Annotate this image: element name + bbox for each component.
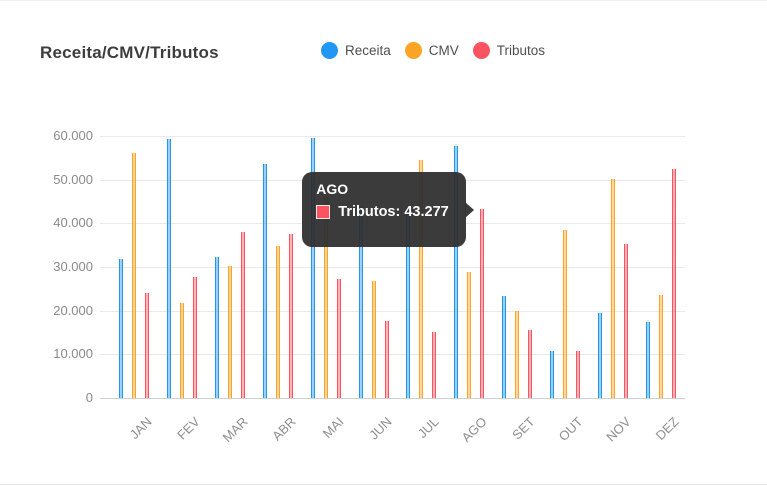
x-axis-label: ABR	[268, 414, 299, 444]
legend-label: Tributos	[496, 43, 546, 58]
x-axis-label: JUL	[415, 414, 442, 441]
bar-cmv-ago[interactable]	[467, 271, 472, 398]
tooltip: AGO Tributos: 43.277	[302, 172, 475, 248]
bar-cmv-mar[interactable]	[227, 265, 232, 398]
y-axis-label: 20.000	[53, 302, 93, 318]
receita-dot-icon	[321, 42, 338, 59]
bar-cmv-set[interactable]	[515, 310, 520, 398]
bar-tributos-nov[interactable]	[624, 244, 628, 398]
x-axis-label: OUT	[555, 414, 586, 445]
x-axis-label: JAN	[126, 414, 155, 442]
bar-receita-mai[interactable]	[310, 137, 315, 398]
bar-cmv-dez[interactable]	[658, 295, 663, 398]
gridline	[100, 310, 685, 312]
x-axis-label: SET	[509, 414, 538, 443]
y-axis-label: 0	[85, 390, 93, 405]
bar-tributos-mai[interactable]	[336, 278, 341, 398]
bar-tributos-abr[interactable]	[288, 234, 293, 398]
tooltip-caret-icon	[465, 201, 475, 218]
tooltip-row: Tributos: 43.277	[316, 204, 452, 220]
bar-tributos-jun[interactable]	[384, 321, 389, 398]
bar-cmv-jun[interactable]	[371, 280, 376, 398]
y-axis-label: 10.000	[53, 346, 93, 362]
bar-tributos-mar[interactable]	[240, 231, 245, 398]
bar-tributos-jul[interactable]	[432, 331, 437, 398]
bar-tributos-fev[interactable]	[192, 277, 197, 398]
x-axis-label: MAI	[319, 414, 347, 441]
y-axis-label: 30.000	[53, 259, 93, 274]
bar-cmv-out[interactable]	[563, 229, 568, 398]
tooltip-label: Tributos: 43.277	[338, 204, 449, 221]
tooltip-title: AGO	[316, 181, 349, 198]
x-axis-label: JUN	[365, 414, 395, 443]
x-axis-label: DEZ	[652, 414, 682, 443]
legend-item-receita[interactable]: Receita	[321, 42, 391, 59]
y-axis-label: 40.000	[53, 215, 93, 231]
x-axis-label: MAR	[219, 414, 251, 446]
bar-tributos-jan[interactable]	[145, 292, 149, 398]
bar-receita-abr[interactable]	[262, 164, 267, 398]
bar-receita-jun[interactable]	[358, 205, 363, 398]
bar-cmv-fev[interactable]	[179, 303, 184, 398]
x-axis-label: AGO	[458, 414, 490, 446]
bar-tributos-set[interactable]	[528, 330, 533, 398]
bar-receita-mar[interactable]	[214, 256, 219, 398]
tooltip-color-box-icon	[316, 205, 331, 220]
legend-label: Receita	[345, 43, 391, 58]
legend-label: CMV	[428, 43, 459, 58]
gridline	[100, 136, 685, 137]
bar-receita-fev[interactable]	[166, 139, 171, 398]
bar-receita-nov[interactable]	[598, 313, 602, 398]
legend: Receita CMV Tributos	[321, 42, 545, 59]
bar-cmv-mai[interactable]	[323, 197, 328, 398]
bar-cmv-jan[interactable]	[132, 153, 136, 398]
x-axis-label: FEV	[174, 414, 203, 443]
x-axis-baseline	[100, 398, 685, 399]
bar-cmv-jul[interactable]	[419, 159, 424, 398]
legend-item-tributos[interactable]: Tributos	[472, 42, 546, 59]
bar-receita-jul[interactable]	[406, 207, 411, 398]
bar-tributos-out[interactable]	[576, 351, 581, 398]
y-axis-label: 60.000	[53, 128, 93, 143]
tributos-dot-icon	[472, 42, 490, 59]
bar-receita-out[interactable]	[550, 350, 555, 398]
bar-tributos-dez[interactable]	[671, 169, 676, 398]
gridline	[100, 354, 685, 356]
chart-title: Receita/CMV/Tributos	[40, 43, 219, 62]
bar-receita-dez[interactable]	[645, 322, 650, 398]
legend-item-cmv[interactable]: CMV	[404, 42, 459, 59]
cmv-dot-icon	[404, 42, 422, 59]
x-axis-label: NOV	[603, 414, 634, 445]
bar-receita-jan[interactable]	[119, 258, 123, 398]
bar-receita-set[interactable]	[502, 295, 507, 398]
bar-cmv-nov[interactable]	[611, 179, 615, 398]
bar-receita-ago[interactable]	[454, 146, 459, 398]
gridline	[100, 267, 685, 268]
bar-cmv-abr[interactable]	[275, 246, 280, 398]
y-axis-label: 50.000	[53, 171, 93, 187]
bar-tributos-ago[interactable]	[480, 209, 485, 398]
